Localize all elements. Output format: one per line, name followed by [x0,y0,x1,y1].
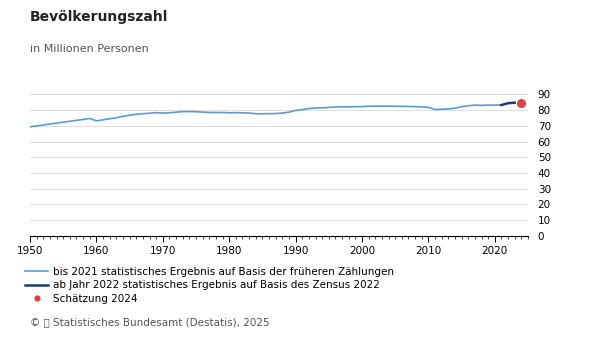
Text: in Millionen Personen: in Millionen Personen [30,44,149,54]
Text: © 📊 Statistisches Bundesamt (Destatis), 2025: © 📊 Statistisches Bundesamt (Destatis), … [30,317,269,327]
Text: Bevölkerungszahl: Bevölkerungszahl [30,10,169,24]
Legend: bis 2021 statistisches Ergebnis auf Basis der früheren Zählungen, ab Jahr 2022 s: bis 2021 statistisches Ergebnis auf Basi… [25,267,394,304]
